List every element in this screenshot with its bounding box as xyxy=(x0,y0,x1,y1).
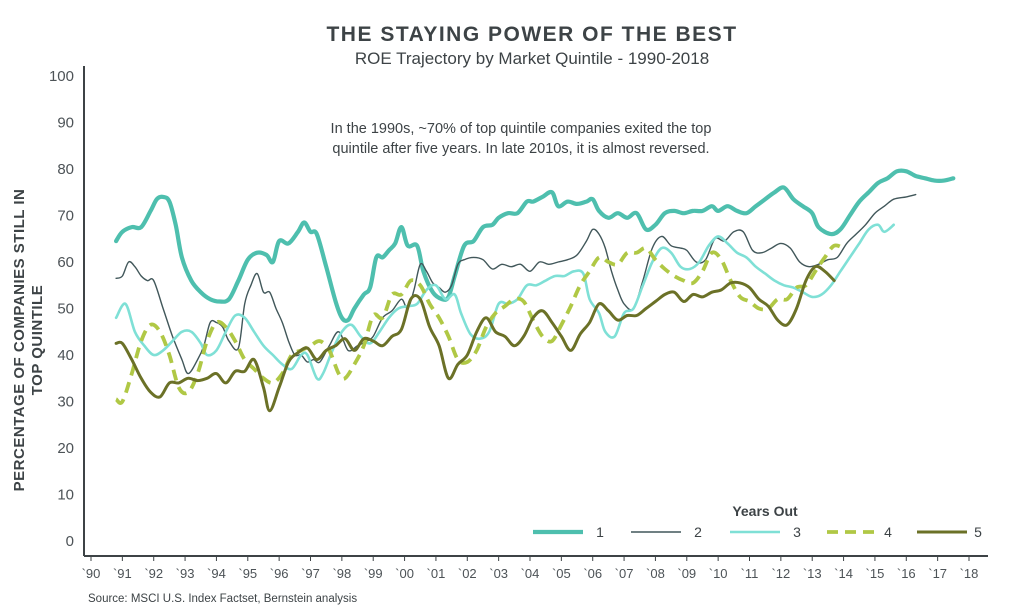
x-tick-label: `17 xyxy=(928,566,947,581)
chart-title: THE STAYING POWER OF THE BEST xyxy=(326,23,737,46)
legend-label-5: 5 xyxy=(974,524,982,540)
legend-items: 1 2 3 4 5 xyxy=(533,524,982,540)
y-tick-label: 40 xyxy=(57,347,74,364)
y-tick-label: 30 xyxy=(57,394,74,411)
series-lines xyxy=(114,168,956,413)
y-tick-label: 70 xyxy=(57,208,74,225)
annotation-line-2: quintile after five years. In late 2010s… xyxy=(332,141,709,157)
x-tick-label: `06 xyxy=(583,566,602,581)
x-tick-label: `91 xyxy=(113,566,132,581)
annotation-line-1: In the 1990s, ~70% of top quintile compa… xyxy=(331,121,712,137)
x-tick-label: `99 xyxy=(364,566,383,581)
x-tick-label: `98 xyxy=(332,566,351,581)
y-tick-label: 80 xyxy=(57,161,74,178)
y-axis-ticks: 0 10 20 30 40 50 60 70 80 90 100 xyxy=(49,68,74,550)
series-line-1 xyxy=(114,168,956,323)
x-tick-label: `97 xyxy=(301,566,320,581)
y-axis-label-line-2: TOP QUINTILE xyxy=(29,285,46,395)
legend-label-3: 3 xyxy=(793,524,801,540)
y-tick-label: 0 xyxy=(66,533,74,550)
series-line-4 xyxy=(114,243,845,405)
x-tick-label: `07 xyxy=(615,566,634,581)
x-tick-label: `93 xyxy=(176,566,195,581)
legend-label-2: 2 xyxy=(694,524,702,540)
legend-label-1: 1 xyxy=(596,524,604,540)
x-tick-label: `16 xyxy=(897,566,916,581)
y-axis-label-line-1: PERCENTAGE OF COMPANIES STILL IN xyxy=(11,189,28,492)
series-line-2 xyxy=(115,193,917,375)
x-axis-ticks: `90 `91 `92 `93 `94 `95 `96 `97 `98 `99 `00 `01 `02 `… xyxy=(82,556,979,581)
x-tick-label: `09 xyxy=(677,566,696,581)
x-tick-label: `18 xyxy=(960,566,979,581)
legend-title: Years Out xyxy=(732,503,798,519)
x-tick-label: `12 xyxy=(771,566,790,581)
x-tick-label: `04 xyxy=(521,566,540,581)
y-axis-label: PERCENTAGE OF COMPANIES STILL IN TOP QUI… xyxy=(11,189,46,492)
y-tick-label: 90 xyxy=(57,115,74,132)
x-tick-label: `03 xyxy=(489,566,508,581)
x-tick-label: `13 xyxy=(803,566,822,581)
y-tick-label: 20 xyxy=(57,440,74,457)
x-tick-label: `02 xyxy=(458,566,477,581)
x-tick-label: `00 xyxy=(395,566,414,581)
x-tick-label: `90 xyxy=(82,566,101,581)
x-tick-label: `95 xyxy=(238,566,257,581)
y-tick-label: 60 xyxy=(57,254,74,271)
y-tick-label: 100 xyxy=(49,68,74,85)
x-tick-label: `96 xyxy=(270,566,289,581)
legend: Years Out 1 2 3 4 5 xyxy=(533,503,982,540)
x-tick-label: `92 xyxy=(144,566,163,581)
x-tick-label: `01 xyxy=(427,566,446,581)
x-tick-label: `08 xyxy=(646,566,665,581)
x-tick-label: `10 xyxy=(709,566,728,581)
y-tick-label: 10 xyxy=(57,487,74,504)
x-tick-label: `94 xyxy=(207,566,226,581)
series-line-3 xyxy=(114,223,895,381)
x-tick-label: `11 xyxy=(741,566,759,581)
legend-label-4: 4 xyxy=(884,524,892,540)
x-tick-label: `14 xyxy=(834,566,853,581)
x-tick-label: `15 xyxy=(866,566,885,581)
chart-subtitle: ROE Trajectory by Market Quintile - 1990… xyxy=(355,49,709,68)
x-tick-label: `05 xyxy=(552,566,571,581)
source-note: Source: MSCI U.S. Index Factset, Bernste… xyxy=(88,593,357,605)
annotation: In the 1990s, ~70% of top quintile compa… xyxy=(331,121,712,157)
y-tick-label: 50 xyxy=(57,301,74,318)
series-line-5 xyxy=(114,264,836,413)
